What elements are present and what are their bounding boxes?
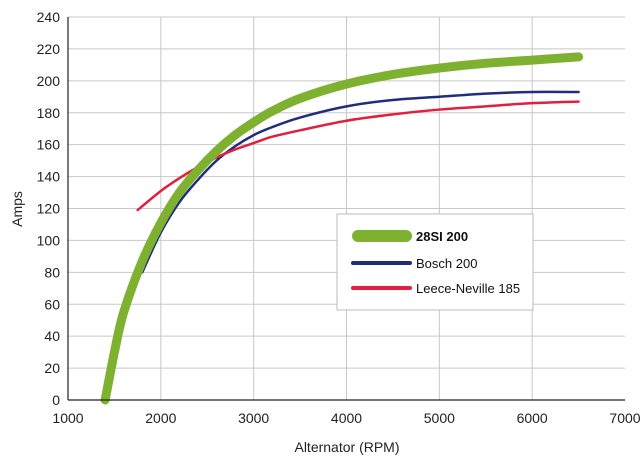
x-tick-label: 6000 <box>517 410 548 426</box>
series-line-leece-neville-185 <box>136 100 580 212</box>
y-tick-label: 20 <box>44 360 60 376</box>
grid <box>68 16 625 400</box>
x-tick-label: 7000 <box>609 410 640 426</box>
y-tick-label: 140 <box>37 169 61 185</box>
series-line-bosch-200 <box>141 90 580 274</box>
x-tick-label: 4000 <box>331 410 362 426</box>
y-tick-label: 100 <box>37 232 61 248</box>
legend-label-leece: Leece-Neville 185 <box>416 281 520 296</box>
x-tick-label: 3000 <box>238 410 269 426</box>
x-tick-label: 5000 <box>424 410 455 426</box>
y-tick-label: 180 <box>37 105 61 121</box>
axes: 1000 2000 3000 4000 5000 6000 7000 0 20 40 60 80 100… <box>37 9 641 426</box>
y-tick-label: 60 <box>44 296 60 312</box>
y-tick-label: 160 <box>37 137 61 153</box>
x-axis-title: Alternator (RPM) <box>294 439 399 455</box>
y-tick-label: 220 <box>37 41 61 57</box>
legend-label-bosch: Bosch 200 <box>416 256 477 271</box>
x-tick-label: 2000 <box>145 410 176 426</box>
x-tick-label: 1000 <box>52 410 83 426</box>
y-tick-label: 0 <box>52 392 60 408</box>
y-tick-label: 240 <box>37 9 61 25</box>
y-axis-title: Amps <box>9 191 25 227</box>
series-lines <box>100 52 584 405</box>
legend: 28SI 200 Bosch 200 Leece-Neville 185 <box>336 213 534 311</box>
y-tick-label: 40 <box>44 328 60 344</box>
series-line-28si-200 <box>100 52 584 405</box>
y-tick-label: 80 <box>44 264 60 280</box>
y-tick-label: 200 <box>37 73 61 89</box>
legend-label-28si: 28SI 200 <box>416 229 468 244</box>
y-tick-label: 120 <box>37 201 61 217</box>
